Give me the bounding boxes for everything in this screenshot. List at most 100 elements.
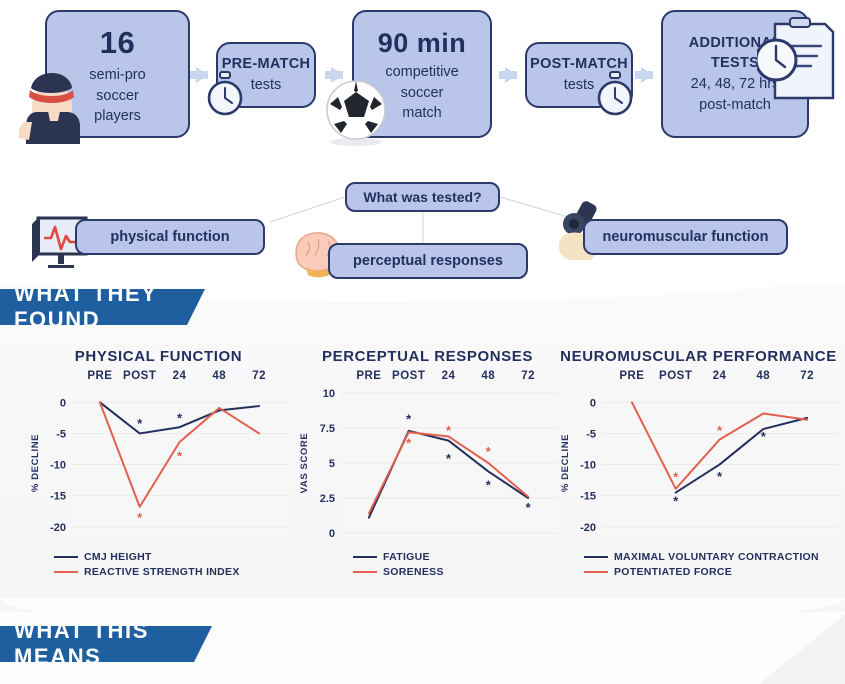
svg-text:POST: POST <box>659 370 692 382</box>
neuromuscular-function-label: neuromuscular function <box>602 229 769 245</box>
flow-arrow <box>325 67 343 83</box>
flow-arrow <box>499 67 517 83</box>
svg-text:24: 24 <box>173 370 187 382</box>
legend-item: SORENESS <box>353 566 560 578</box>
chart-neuromuscular-performance-title: NEUROMUSCULAR PERFORMANCE <box>560 348 837 365</box>
legend-item: MAXIMAL VOLUNTARY CONTRACTION <box>584 551 841 563</box>
players-line-2: soccer <box>96 87 139 104</box>
legend-item: POTENTIATED FORCE <box>584 566 841 578</box>
players-line-3: players <box>94 108 141 125</box>
decorative-triangle <box>747 598 845 684</box>
legend-item: REACTIVE STRENGTH INDEX <box>54 566 291 578</box>
additional-line-3: 24, 48, 72 hrs <box>690 76 780 92</box>
svg-text:-10: -10 <box>580 460 596 472</box>
svg-text:*: * <box>673 493 679 508</box>
svg-text:*: * <box>137 510 143 525</box>
svg-text:48: 48 <box>212 370 226 382</box>
meaning-section-background <box>0 598 845 684</box>
svg-text:*: * <box>446 451 452 466</box>
svg-text:72: 72 <box>252 370 266 382</box>
post-match-sub: tests <box>563 77 595 93</box>
svg-text:-15: -15 <box>580 491 596 503</box>
flow-arrow <box>635 67 653 83</box>
svg-text:*: * <box>761 429 767 444</box>
svg-text:PRE: PRE <box>619 370 644 382</box>
svg-text:PRE: PRE <box>87 370 112 382</box>
tested-branch-physical-function: physical function <box>75 219 265 255</box>
tested-question-label: What was tested? <box>363 189 482 205</box>
legend-swatch-rsi <box>54 570 78 574</box>
svg-text:72: 72 <box>521 370 535 382</box>
svg-text:10: 10 <box>323 388 335 400</box>
svg-text:-5: -5 <box>586 428 596 440</box>
legend-swatch-fatigue <box>353 555 377 559</box>
svg-text:*: * <box>673 470 679 485</box>
match-line-1: competitive <box>385 64 459 81</box>
chart-perceptual-responses: PERCEPTUAL RESPONSES 10 7.5 5 2.5 0 PRE POST 24… <box>295 348 560 606</box>
legend-swatch-pf <box>584 570 608 574</box>
svg-text:0: 0 <box>60 397 66 409</box>
svg-text:PRE: PRE <box>356 370 381 382</box>
tested-branch-neuromuscular-function: neuromuscular function <box>583 219 788 255</box>
legend-label-mvc: MAXIMAL VOLUNTARY CONTRACTION <box>614 551 819 563</box>
chart-physical-function-legend: CMJ HEIGHT REACTIVE STRENGTH INDEX <box>26 551 291 578</box>
physical-function-label: physical function <box>110 229 230 245</box>
legend-swatch-cmj <box>54 555 78 559</box>
pre-match-sub: tests <box>250 77 282 93</box>
banner-what-they-found: WHAT THEY FOUND <box>0 289 205 325</box>
flow-arrow <box>190 67 208 83</box>
chart-perceptual-responses-legend: FATIGUE SORENESS <box>295 551 560 578</box>
svg-text:*: * <box>446 423 452 438</box>
svg-text:0: 0 <box>329 528 335 540</box>
chart-neuromuscular-performance-legend: MAXIMAL VOLUNTARY CONTRACTION POTENTIATE… <box>556 551 841 578</box>
flow-step-post-match: POST-MATCH tests <box>525 42 633 108</box>
svg-text:POST: POST <box>123 370 156 382</box>
players-count: 16 <box>99 25 136 61</box>
legend-item: FATIGUE <box>353 551 560 563</box>
chart-physical-function-title: PHYSICAL FUNCTION <box>74 348 243 365</box>
match-duration: 90 min <box>377 27 467 58</box>
legend-label-soreness: SORENESS <box>383 566 444 578</box>
flow-step-match: 90 min competitive soccer match <box>352 10 492 138</box>
svg-text:-20: -20 <box>50 522 66 534</box>
chart-neuromuscular-performance-plot: 0 -5 -10 -15 -20 PRE POST 24 48 72 % DECLINE * * * * * <box>556 369 841 547</box>
legend-label-cmj: CMJ HEIGHT <box>84 551 152 563</box>
svg-text:-5: -5 <box>56 428 66 440</box>
flow-step-additional-tests: ADDITIONAL TESTS 24, 48, 72 hrs post-mat… <box>661 10 809 138</box>
banner-what-this-means: WHAT THIS MEANS <box>0 626 212 662</box>
players-line-1: semi-pro <box>89 67 146 84</box>
svg-text:48: 48 <box>756 370 770 382</box>
legend-swatch-soreness <box>353 570 377 574</box>
svg-text:% DECLINE: % DECLINE <box>560 434 571 492</box>
svg-text:2.5: 2.5 <box>320 493 335 505</box>
match-line-3: match <box>402 105 442 122</box>
additional-line-1: ADDITIONAL <box>688 34 782 51</box>
legend-label-fatigue: FATIGUE <box>383 551 430 563</box>
legend-label-pf: POTENTIATED FORCE <box>614 566 733 578</box>
svg-text:5: 5 <box>329 458 335 470</box>
svg-text:*: * <box>717 423 723 438</box>
svg-text:24: 24 <box>442 370 456 382</box>
svg-text:7.5: 7.5 <box>320 423 335 435</box>
legend-label-rsi: REACTIVE STRENGTH INDEX <box>84 566 240 578</box>
tested-branch-perceptual-responses: perceptual responses <box>328 243 528 279</box>
svg-text:*: * <box>406 435 412 450</box>
svg-text:POST: POST <box>392 370 425 382</box>
flow-step-pre-match: PRE-MATCH tests <box>216 42 316 108</box>
svg-text:-10: -10 <box>50 460 66 472</box>
svg-text:24: 24 <box>713 370 727 382</box>
legend-swatch-mvc <box>584 555 608 559</box>
svg-text:*: * <box>717 469 723 484</box>
chart-perceptual-responses-plot: 10 7.5 5 2.5 0 PRE POST 24 48 72 VAS SCORE * * * * * * * <box>295 369 560 547</box>
svg-text:72: 72 <box>800 370 814 382</box>
chart-physical-function-plot: 0 -5 -10 -15 -20 PRE POST 24 48 72 % DECLINE * * * * <box>26 369 291 547</box>
svg-text:*: * <box>177 411 183 426</box>
pre-match-label: PRE-MATCH <box>221 56 311 73</box>
match-line-2: soccer <box>400 84 444 101</box>
svg-text:*: * <box>486 444 492 459</box>
chart-perceptual-responses-title: PERCEPTUAL RESPONSES <box>322 348 533 365</box>
svg-text:-20: -20 <box>580 522 596 534</box>
tested-question-box: What was tested? <box>345 182 500 212</box>
svg-text:*: * <box>406 412 412 427</box>
